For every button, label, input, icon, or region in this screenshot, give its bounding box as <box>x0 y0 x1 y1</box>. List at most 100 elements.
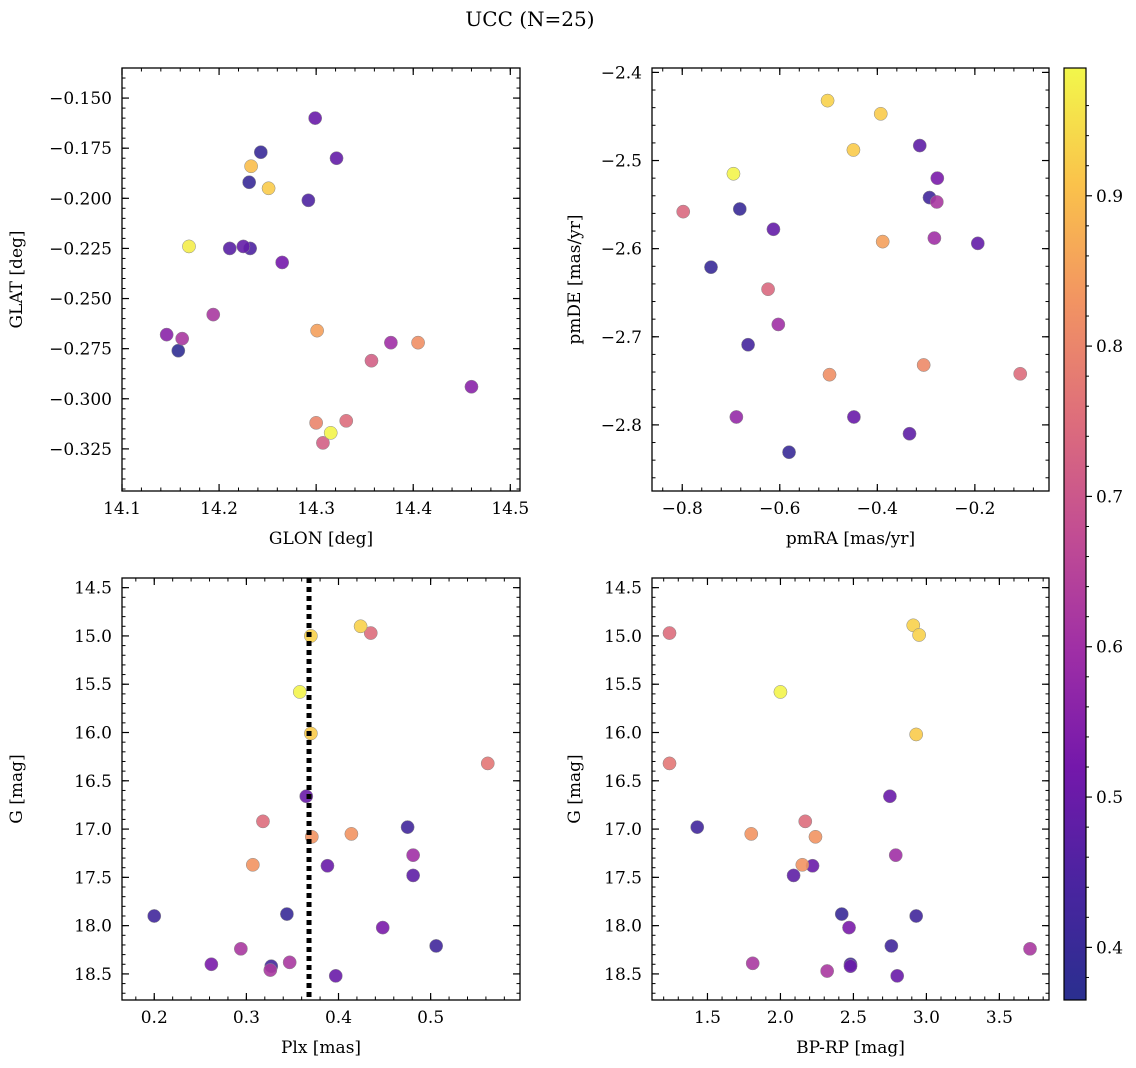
y-axis-label: pmDE [mas/yr] <box>565 214 585 344</box>
scatter-point <box>244 159 258 174</box>
y-tick-label: 16.5 <box>604 772 642 792</box>
scatter-point <box>206 307 221 322</box>
scatter-point <box>690 820 705 834</box>
y-tick-label: 16.0 <box>74 724 112 744</box>
scatter-point <box>242 175 257 190</box>
scatter-point <box>929 195 944 209</box>
x-tick-label: 14.5 <box>491 499 529 519</box>
panel-4: 1.5 2.0 2.5 3.0 3.5 14.5 15.0 15.5 16.0 16.5 17.0 1… <box>565 577 1050 1058</box>
scatter-point <box>204 957 219 972</box>
x-tick-label: 0.2 <box>141 1008 168 1028</box>
scatter-point <box>912 628 926 642</box>
minor-ticks <box>652 577 1049 1000</box>
scatter-point <box>222 241 237 256</box>
scatter-point <box>890 969 905 983</box>
scatter-point <box>384 335 398 350</box>
scatter-point <box>329 151 344 166</box>
scatter-point <box>400 820 415 834</box>
y-axis-label: GLAT [deg] <box>7 230 27 328</box>
scatter-points <box>159 111 479 450</box>
scatter-point <box>902 426 917 441</box>
x-tick-label: 0.4 <box>325 1008 352 1028</box>
y-tick-label: −2.8 <box>601 416 642 436</box>
colorbar-tick-label: 0.8 <box>1096 337 1123 357</box>
y-tick-label: 15.0 <box>74 627 112 647</box>
y-tick-label: 18.5 <box>604 965 642 985</box>
scatter-point <box>842 920 856 935</box>
scatter-point <box>843 959 858 974</box>
scatter-point <box>766 222 781 237</box>
x-tick-label: 0.5 <box>417 1008 444 1028</box>
colorbar-tick-label: 0.9 <box>1096 187 1123 207</box>
scatter-point <box>1023 941 1037 956</box>
scatter-point <box>786 868 801 883</box>
x-tick-label: 14.1 <box>103 499 141 519</box>
scatter-point <box>175 331 190 346</box>
x-tick-label: −0.8 <box>662 499 703 519</box>
scatter-point <box>676 204 691 219</box>
scatter-point <box>883 789 897 804</box>
figure-title: UCC (N=25) <box>465 7 594 31</box>
scatter-point <box>795 857 810 872</box>
y-tick-label: −0.225 <box>49 239 112 259</box>
colorbar-tick-label: 0.5 <box>1096 788 1123 808</box>
scatter-point <box>375 920 390 935</box>
plot-frame <box>651 577 1050 1001</box>
scatter-point <box>363 626 378 640</box>
scatter-point <box>884 939 899 953</box>
panel-3: 0.2 0.3 0.4 0.5 14.5 15.0 15.5 16.0 16.5 17.0 17.5… <box>7 577 521 1058</box>
y-tick-label: 18.5 <box>74 965 112 985</box>
scatter-point <box>159 327 174 342</box>
scatter-point <box>253 145 268 160</box>
scatter-point <box>406 848 420 862</box>
scatter-point <box>873 106 888 121</box>
y-tick-label: 17.0 <box>74 820 112 840</box>
scatter-point <box>233 941 248 956</box>
y-tick-label: −2.6 <box>601 240 642 260</box>
scatter-point <box>316 436 330 450</box>
scatter-point <box>406 868 420 883</box>
x-axis-label: pmRA [mas/yr] <box>786 529 915 549</box>
x-tick-label: 14.2 <box>200 499 238 519</box>
scatter-point <box>261 181 276 196</box>
y-tick-label: 15.5 <box>74 675 112 695</box>
scatter-point <box>847 410 861 424</box>
scatter-point <box>771 317 786 332</box>
scatter-point <box>662 756 677 771</box>
scatter-point <box>464 379 479 394</box>
scatter-point <box>263 963 278 977</box>
scatter-point <box>820 964 834 978</box>
scatter-point <box>909 909 924 923</box>
scatter-point <box>1013 366 1028 381</box>
scatter-point <box>323 426 338 440</box>
y-tick-label: −0.175 <box>49 139 112 159</box>
colorbar: 0.4 0.5 0.6 0.7 0.8 0.9 <box>1063 67 1123 1001</box>
y-tick-label: −0.275 <box>49 340 112 360</box>
scatter-point <box>182 239 196 254</box>
scatter-point <box>732 202 747 216</box>
scatter-point <box>808 829 823 844</box>
scatter-point <box>308 111 323 125</box>
scatter-point <box>761 282 775 297</box>
colorbar-tick-label: 0.7 <box>1096 487 1123 507</box>
y-tick-label: 15.5 <box>604 675 642 695</box>
scatter-point <box>364 353 379 368</box>
scatter-point <box>662 626 677 640</box>
scatter-point <box>353 619 368 634</box>
x-axis-label: Plx [mas] <box>281 1038 361 1058</box>
scatter-point <box>320 858 335 873</box>
scatter-point <box>888 848 903 862</box>
x-tick-label: −0.4 <box>857 499 898 519</box>
colorbar-gradient <box>1063 67 1087 1001</box>
y-tick-label: 16.0 <box>604 724 642 744</box>
scatter-point <box>782 445 796 460</box>
y-tick-label: −0.325 <box>49 440 112 460</box>
y-tick-label: −2.4 <box>601 63 642 83</box>
scatter-point <box>344 827 359 841</box>
y-tick-label: 14.5 <box>74 579 112 599</box>
y-tick-label: −2.5 <box>601 152 642 172</box>
x-tick-label: 1.5 <box>694 1008 721 1028</box>
scatter-point <box>328 969 343 983</box>
y-tick-label: 17.5 <box>604 868 642 888</box>
